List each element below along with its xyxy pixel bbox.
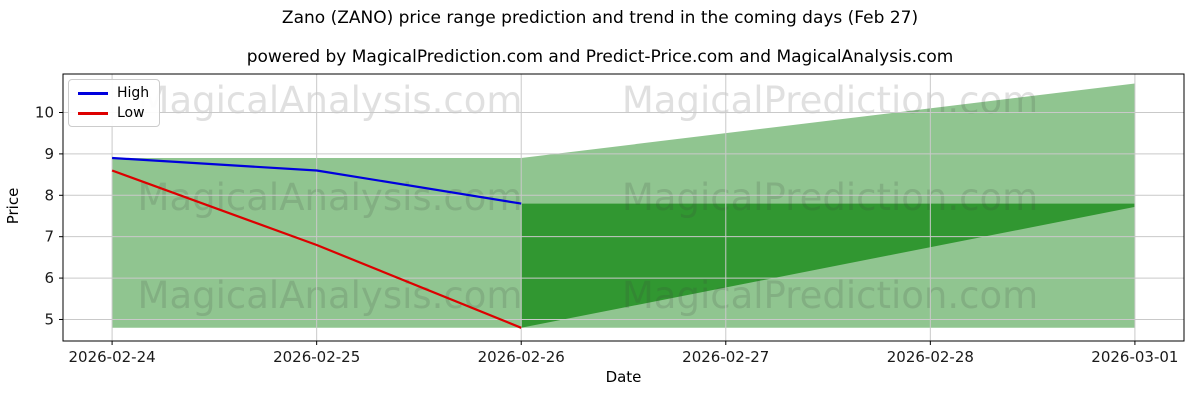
chart-subtitle: powered by MagicalPrediction.com and Pre… xyxy=(246,47,954,67)
x-tick-label: 2026-02-26 xyxy=(478,348,565,366)
x-axis-label: Date xyxy=(605,368,642,386)
legend-label-low: Low xyxy=(117,105,145,121)
legend-label-high: High xyxy=(117,85,150,101)
plot-border xyxy=(62,73,1185,342)
x-tick-label: 2026-02-28 xyxy=(887,348,974,366)
forecast-range-inner-band xyxy=(521,203,1135,328)
x-tick-label: 2026-03-01 xyxy=(1091,348,1178,366)
watermark-text: MagicalAnalysis.com xyxy=(138,79,523,122)
y-tick-label: 9 xyxy=(44,145,54,163)
legend: High Low xyxy=(68,79,161,127)
y-tick-label: 10 xyxy=(35,103,54,121)
watermark-text: MagicalAnalysis.com xyxy=(138,176,523,219)
chart-title: Zano (ZANO) price range prediction and t… xyxy=(281,8,919,28)
low-line xyxy=(111,169,522,329)
watermark-text: MagicalAnalysis.com xyxy=(138,274,523,317)
y-axis-label: Price xyxy=(4,187,22,225)
x-tick-label: 2026-02-25 xyxy=(273,348,360,366)
legend-item-high: High xyxy=(78,85,149,101)
low-line-swatch xyxy=(78,111,108,115)
legend-item-low: Low xyxy=(78,105,149,121)
watermark-text: MagicalPrediction.com xyxy=(622,176,1038,219)
watermark-text: MagicalPrediction.com xyxy=(622,79,1038,122)
watermark-text: MagicalPrediction.com xyxy=(622,274,1038,317)
high-line xyxy=(112,156,522,205)
y-tick-label: 7 xyxy=(44,228,54,246)
y-tick-label: 5 xyxy=(44,310,54,328)
high-line-swatch xyxy=(78,91,108,95)
y-tick-label: 6 xyxy=(44,269,54,287)
x-tick-label: 2026-02-27 xyxy=(682,348,769,366)
y-tick-label: 8 xyxy=(44,186,54,204)
x-tick-label: 2026-02-24 xyxy=(69,348,156,366)
